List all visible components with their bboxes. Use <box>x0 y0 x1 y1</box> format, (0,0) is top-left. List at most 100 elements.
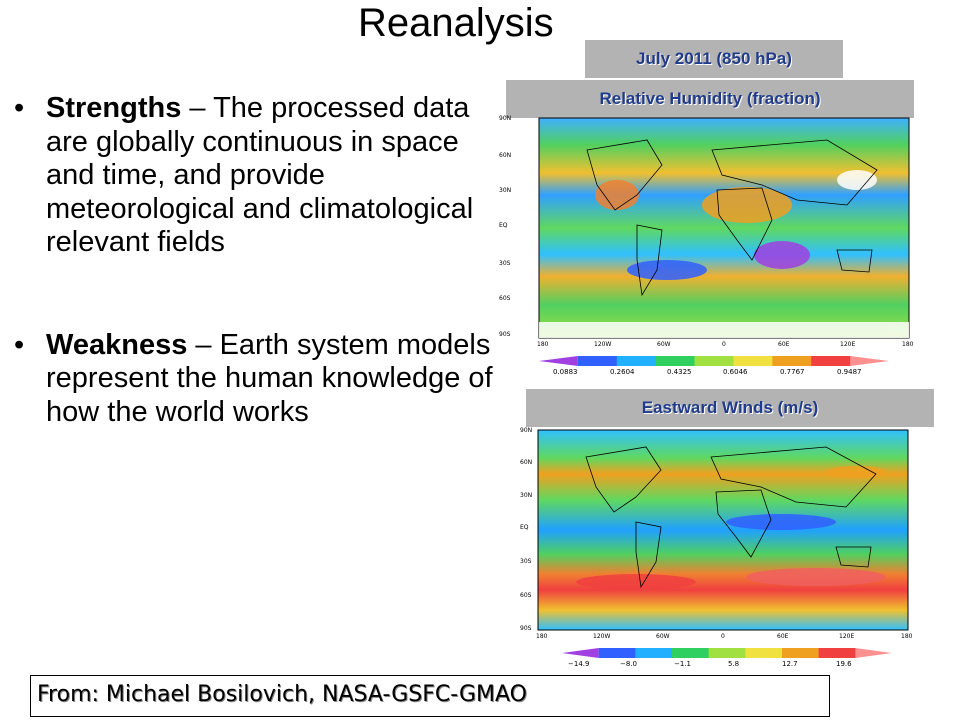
continent-eurasia <box>710 446 877 508</box>
bullet-lead: Strengths <box>46 92 182 124</box>
lon-label: 60E <box>777 633 789 640</box>
colorbar-tick-label: 0.7767 <box>780 368 805 376</box>
colorbar-segment <box>694 356 734 366</box>
continent-north-america <box>586 139 663 211</box>
lat-label: 30S <box>499 260 511 267</box>
lat-label: 90S <box>520 625 532 632</box>
lon-label: 180 <box>537 341 549 348</box>
lat-label: 90N <box>520 427 532 434</box>
continent-south-america <box>636 224 663 297</box>
colorbar-tick-label: 0.6046 <box>723 368 748 376</box>
wind-map: 90N 60N 30N EQ 30S 60S 90S 180 120W 60W … <box>520 427 913 668</box>
colorbar-segment <box>855 648 892 658</box>
colorbar-tick-label: −1.1 <box>674 660 691 668</box>
lon-label: 60W <box>657 341 671 348</box>
date-label: July 2011 (850 hPa) <box>585 40 843 78</box>
wind-lon-labels: 180 120W 60W 0 60E 120E 180 <box>536 633 913 640</box>
rh-map: 90N 60N 30N EQ 30S 60S 90S 180 120W 60W … <box>499 115 914 376</box>
rh-lat-labels: 90N 60N 30N EQ 30S 60S 90S <box>499 115 511 338</box>
colorbar-tick-label: 0.2604 <box>610 368 635 376</box>
colorbar-tick-label: −8.0 <box>620 660 637 668</box>
wind-colorbar-ticks: −14.9 −8.0 −1.1 5.8 12.7 19.6 <box>568 660 852 668</box>
lon-label: 120W <box>593 633 610 640</box>
rh-continents <box>586 139 878 297</box>
colorbar-segment <box>562 648 599 658</box>
bullet-text: – Earth system models represent the huma… <box>46 328 493 428</box>
wind-map-field <box>537 429 909 631</box>
lon-label: 180 <box>536 633 548 640</box>
lat-label: 60N <box>499 152 511 159</box>
colorbar-segment <box>655 356 696 366</box>
continent-australia <box>835 546 872 568</box>
colorbar-tick-label: −14.9 <box>568 660 589 668</box>
lat-label: 90N <box>499 115 511 122</box>
lat-label: 60S <box>520 592 532 599</box>
rh-dry-patches <box>539 170 909 338</box>
rh-colorbar <box>539 356 889 366</box>
jet-patch <box>726 514 836 530</box>
rh-lon-labels: 180 120W 60W 0 60E 120E 180 <box>537 341 914 348</box>
lon-label: 60W <box>656 633 670 640</box>
lon-label: 180 <box>902 341 914 348</box>
wind-lat-labels: 90N 60N 30N EQ 30S 60S 90S <box>520 427 532 632</box>
colorbar-tick-label: 19.6 <box>836 660 852 668</box>
colorbar-segment <box>598 648 636 658</box>
continent-australia <box>836 249 873 273</box>
colorbar-tick-label: 0.9487 <box>837 368 862 376</box>
lon-label: 120W <box>594 341 611 348</box>
colorbar-segment <box>818 648 856 658</box>
colorbar-segment <box>708 648 746 658</box>
date-label-text: July 2011 (850 hPa) <box>636 49 792 68</box>
bullet-list: • Strengths – The processed data are glob… <box>14 92 494 429</box>
lon-label: 0 <box>721 633 725 640</box>
lon-label: 120E <box>839 633 854 640</box>
continent-africa <box>716 187 773 261</box>
wind-jet-patches <box>576 466 886 590</box>
colorbar-segment <box>635 648 673 658</box>
wind-continents <box>585 446 877 589</box>
jet-patch <box>826 466 886 478</box>
rh-map-field <box>538 117 910 339</box>
antarctica-fill <box>539 322 909 338</box>
continent-north-america <box>585 446 662 513</box>
bullet-dot: • <box>14 92 25 124</box>
colorbar-segment <box>745 648 783 658</box>
jet-patch <box>746 568 886 586</box>
wind-map-title: Eastward Winds (m/s) <box>526 389 934 427</box>
colorbar-segment <box>733 356 773 366</box>
lat-label: EQ <box>499 222 508 229</box>
wind-map-title-text: Eastward Winds (m/s) <box>641 398 819 417</box>
colorbar-segment <box>772 356 812 366</box>
slide-title: Reanalysis <box>358 1 554 45</box>
jet-patch <box>576 574 696 590</box>
colorbar-segment <box>672 648 710 658</box>
lon-label: 180 <box>901 633 913 640</box>
rh-map-title: Relative Humidity (fraction) <box>506 80 914 118</box>
lat-label: 60S <box>499 295 511 302</box>
colorbar-tick-label: 0.4325 <box>667 368 692 376</box>
colorbar-segment <box>782 648 820 658</box>
bullet-dot: • <box>14 328 25 361</box>
bullet-lead: Weakness <box>46 328 188 361</box>
continent-south-america <box>635 521 662 589</box>
source-credit: From: Michael Bosilovich, NASA-GSFC-GMAO <box>30 675 830 717</box>
lat-label: 30N <box>499 187 511 194</box>
colorbar-tick-label: 0.0883 <box>553 368 578 376</box>
lat-label: 90S <box>499 331 511 338</box>
colorbar-tick-label: 5.8 <box>728 660 739 668</box>
dry-patch <box>595 180 639 210</box>
colorbar-segment <box>850 356 889 366</box>
continent-africa <box>715 489 772 558</box>
rh-colorbar-ticks: 0.0883 0.2604 0.4325 0.6046 0.7767 0.948… <box>553 368 862 376</box>
colorbar-segment <box>539 356 578 366</box>
lat-label: 30S <box>520 558 532 565</box>
moist-patch <box>837 170 877 190</box>
wind-colorbar <box>562 648 892 658</box>
lat-label: 30N <box>520 492 532 499</box>
bullet-text: – The processed data are globally contin… <box>46 92 474 258</box>
dry-patch <box>754 241 810 269</box>
colorbar-segment <box>616 356 657 366</box>
lon-label: 120E <box>840 341 855 348</box>
colorbar-segment <box>811 356 851 366</box>
source-credit-text: From: Michael Bosilovich, NASA-GSFC-GMAO <box>37 682 527 707</box>
